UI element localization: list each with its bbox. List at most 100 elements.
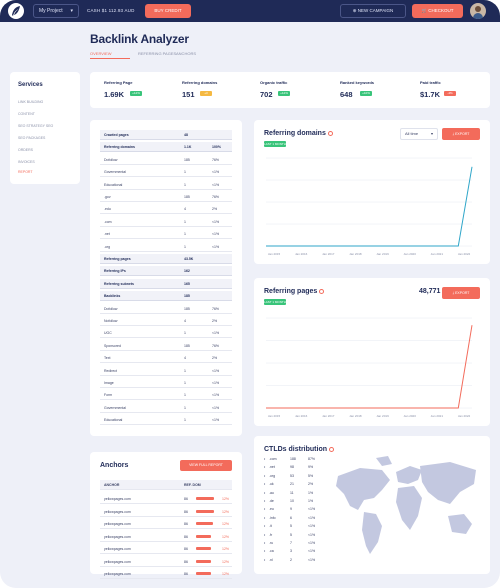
anchor-link[interactable]: yellowpages.com <box>104 534 131 539</box>
anchor-share-bar <box>196 497 214 500</box>
sidebar-item-invoices[interactable]: INVOICES <box>18 160 35 164</box>
info-icon[interactable] <box>327 130 333 136</box>
referring-pages-total: 48,771 <box>419 288 441 295</box>
anchor-link[interactable]: yellowpages.com <box>104 572 131 576</box>
table-cell-label: Educational <box>104 418 123 423</box>
ctld-count: 7 <box>290 541 292 545</box>
anchor-count: 86 <box>184 572 188 576</box>
ctld-count: 11 <box>290 490 294 495</box>
sidebar-item-seo-packages[interactable]: SEO PACKAGES <box>18 136 46 140</box>
ctld-name: .info <box>269 515 276 520</box>
table-cell-count: 4 <box>184 207 186 212</box>
anchor-link[interactable]: yellowpages.com <box>104 509 131 514</box>
table-cell-count: 4 <box>184 319 186 323</box>
ctld-name: .uk <box>269 482 274 487</box>
anchors-col-refdom[interactable]: REF. DOM <box>184 483 201 487</box>
table-cell-percent: 2% <box>212 207 218 212</box>
table-row: Governmental 1 <1% <box>100 403 232 413</box>
tab-anchors[interactable]: ANCHORS <box>176 51 197 56</box>
table-row: Nofollow 4 2% <box>100 316 232 326</box>
anchor-link[interactable]: yellowpages.com <box>104 497 131 501</box>
period-pill: LAST 1 MONTH <box>264 299 286 305</box>
anchor-row: yellowpages.com 86 12% <box>100 569 232 579</box>
table-cell-percent: <1% <box>212 331 220 336</box>
ctld-bullet: • <box>264 490 266 495</box>
series-line <box>266 325 473 409</box>
table-row: .org 1 <1% <box>100 242 232 252</box>
anchor-row: yellowpages.com 86 12% <box>100 557 232 567</box>
ctld-name: .au <box>269 490 274 495</box>
app-logo[interactable] <box>8 3 24 19</box>
export-button[interactable]: ⤓ EXPORT <box>442 287 480 299</box>
table-cell-percent: 76% <box>212 306 220 311</box>
ctld-bullet: • <box>264 507 266 512</box>
table-cell-label: .gov <box>104 195 111 199</box>
anchors-title: Anchors <box>100 462 129 469</box>
top-bar: My Project ▾ CASH $1 112.93 AUD BUY CRED… <box>0 0 500 22</box>
ctld-row: • .ru 7 <1% <box>264 540 324 548</box>
anchor-share-label: 12% <box>222 547 230 551</box>
table-cell-count: 185 <box>184 157 190 162</box>
table-cell-label: Dofollow <box>104 157 118 162</box>
tab-referring-pages[interactable]: REFERRING PAGES <box>138 51 177 56</box>
sidebar-item-orders[interactable]: ORDERS <box>18 148 33 152</box>
x-tick-label: Jan 2019 <box>376 252 389 256</box>
anchor-link[interactable]: yellowpages.com <box>104 547 131 551</box>
table-row: Referring subnets 165 <box>100 278 232 289</box>
ctld-count: 3 <box>290 549 292 554</box>
x-tick-label: Jan 2016 <box>295 414 308 418</box>
stat-label: Organic traffic <box>260 80 288 85</box>
anchors-col-anchor[interactable]: ANCHOR <box>104 483 120 487</box>
table-row: Educational 1 <1% <box>100 415 232 426</box>
table-cell-percent: <1% <box>212 170 220 175</box>
table-row: Referring domains 1.1K 100% <box>100 142 232 153</box>
table-cell-percent: <1% <box>212 418 220 423</box>
sidebar-item-link-building[interactable]: LINK BUILDING <box>18 100 44 104</box>
ctld-count: 98 <box>290 465 294 470</box>
table-cell-label: .edu <box>104 207 111 212</box>
chart-title: CTLDs distribution <box>264 446 334 453</box>
time-range-label: All time <box>405 131 419 136</box>
table-cell-count: 1 <box>184 393 186 398</box>
active-tab-indicator <box>90 58 130 59</box>
table-cell-percent: 76% <box>212 195 220 199</box>
table-cell-percent: <1% <box>212 232 220 237</box>
ctld-percent: <1% <box>308 557 316 562</box>
page-title: Backlink Analyzer <box>90 32 189 46</box>
sidebar-item-report[interactable]: REPORT <box>18 170 33 174</box>
ctld-bullet: • <box>264 557 266 562</box>
export-button[interactable]: ⤓ EXPORT <box>442 128 480 140</box>
sidebar-title: Services <box>18 82 43 88</box>
table-cell-count: 48 <box>184 133 188 137</box>
new-campaign-button[interactable]: ⊕ NEW CAMPAIGN <box>340 4 406 18</box>
ctld-percent: <1% <box>308 524 316 529</box>
anchor-link[interactable]: yellowpages.com <box>104 522 131 526</box>
time-range-select[interactable]: All time ▾ <box>400 128 438 140</box>
table-cell-count: 1 <box>184 405 186 410</box>
ctld-name: .fr <box>269 532 273 537</box>
info-icon[interactable] <box>329 446 334 452</box>
table-cell-label: Referring subnets <box>104 281 134 286</box>
avatar[interactable] <box>470 3 486 19</box>
table-row: Backlinks 185 <box>100 291 232 302</box>
chevron-down-icon: ▾ <box>70 8 73 14</box>
sidebar-item-content[interactable]: CONTENT <box>18 112 35 116</box>
tab-overview[interactable]: OVERVIEW <box>90 51 112 56</box>
table-cell-label: Dofollow <box>104 306 118 311</box>
buy-credit-button[interactable]: BUY CREDIT <box>145 4 191 18</box>
ctld-percent: <1% <box>308 532 316 537</box>
view-full-report-button[interactable]: VIEW FULL REPORT <box>180 460 232 471</box>
x-tick-label: Jan 2015 <box>268 414 281 418</box>
sidebar-item-seo-strategy[interactable]: SEO STRATEGY SEO <box>18 124 54 128</box>
project-select[interactable]: My Project ▾ <box>33 4 79 18</box>
ctld-percent: <1% <box>308 541 316 545</box>
ctld-percent: 87% <box>308 457 316 461</box>
stat-value: 702 <box>260 90 273 99</box>
ctld-row: • .de 10 1% <box>264 498 324 506</box>
anchor-link[interactable]: yellowpages.com <box>104 559 131 564</box>
table-cell-percent: <1% <box>212 405 220 410</box>
info-icon[interactable] <box>319 288 325 294</box>
checkout-button[interactable]: 🛒 CHECKOUT <box>412 4 463 18</box>
x-tick-label: Jan 2016 <box>295 252 308 256</box>
table-cell-label: Referring pages <box>104 257 131 261</box>
